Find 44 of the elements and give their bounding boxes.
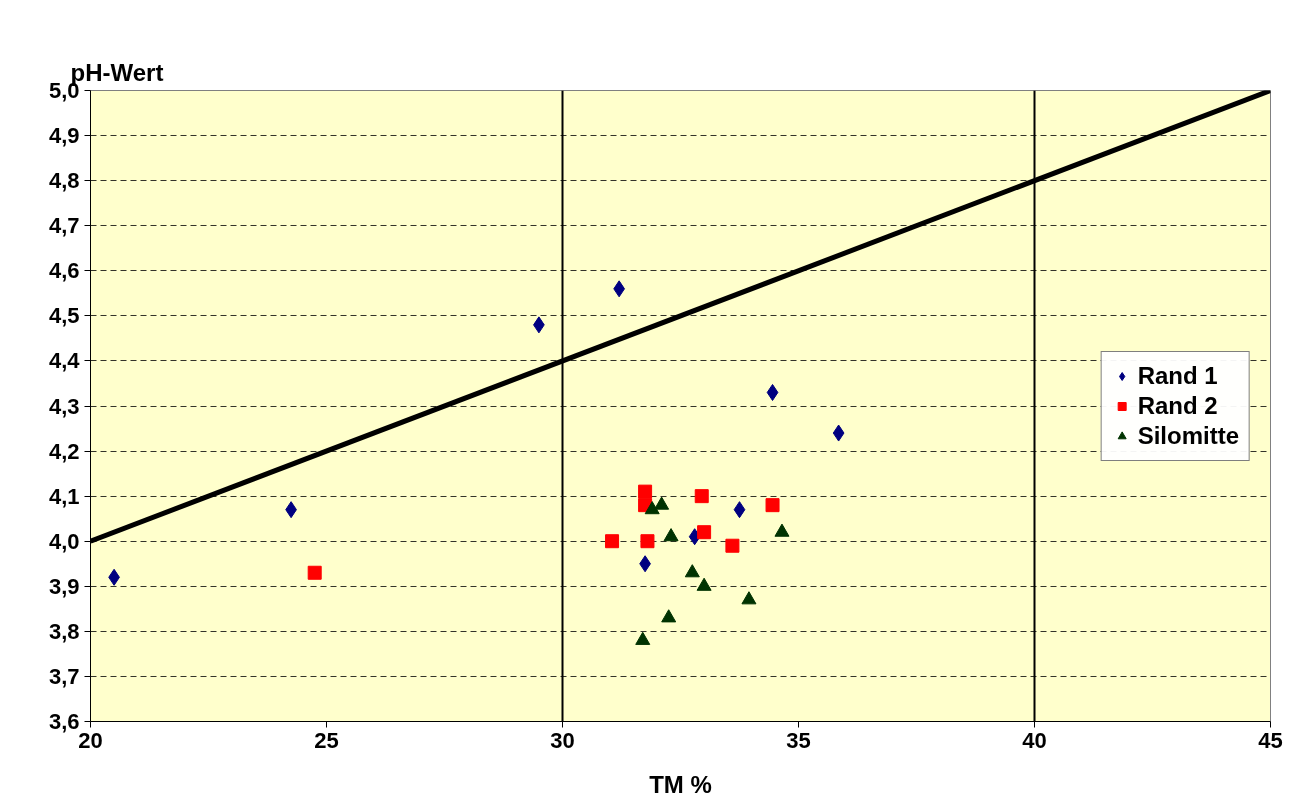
y-tick-label: 4,8 [48,168,80,194]
point [697,525,712,540]
y-tick-label: 4,4 [48,348,81,374]
x-tick-label: 40 [1022,727,1047,753]
point [635,631,651,645]
y-tick-label: 3,6 [48,709,80,734]
point [832,424,845,442]
legend-label: Rand 1 [1137,361,1218,390]
x-tick-label: 45 [1258,727,1283,753]
point [733,501,746,519]
point [766,383,779,401]
y-tick-label: 4,1 [48,483,80,509]
y-tick-label: 4,5 [48,303,80,329]
point [774,523,790,537]
point [684,564,700,578]
x-tick-label: 25 [314,727,339,753]
y-tick-label: 3,9 [48,573,80,599]
legend-label: Rand 2 [1137,391,1218,420]
x-tick-label: 35 [786,727,811,753]
legend-label: Silomitte [1137,421,1239,450]
point [663,528,679,542]
point [765,498,780,513]
point [654,496,670,510]
point [638,484,653,499]
y-tick-label: 3,8 [48,618,80,644]
x-tick-label: 20 [78,727,103,753]
point [725,538,740,553]
point [307,565,322,580]
point [694,489,709,504]
y-tick-label: 4,7 [48,213,80,239]
point [696,577,712,591]
y-tick-label: 3,7 [48,663,80,689]
point [640,534,655,549]
y-tick-label: 4,6 [48,258,80,284]
y-tick-label: 4,3 [48,393,80,419]
x-axis-title: TM % [649,770,712,798]
point [644,501,660,515]
y-tick-label: 4,2 [48,438,80,464]
point [741,591,757,605]
x-tick-label: 30 [550,727,575,753]
y-tick-label: 4,9 [48,123,80,149]
y-tick-label: 4,0 [48,528,80,554]
point [661,609,677,623]
point [605,534,620,549]
